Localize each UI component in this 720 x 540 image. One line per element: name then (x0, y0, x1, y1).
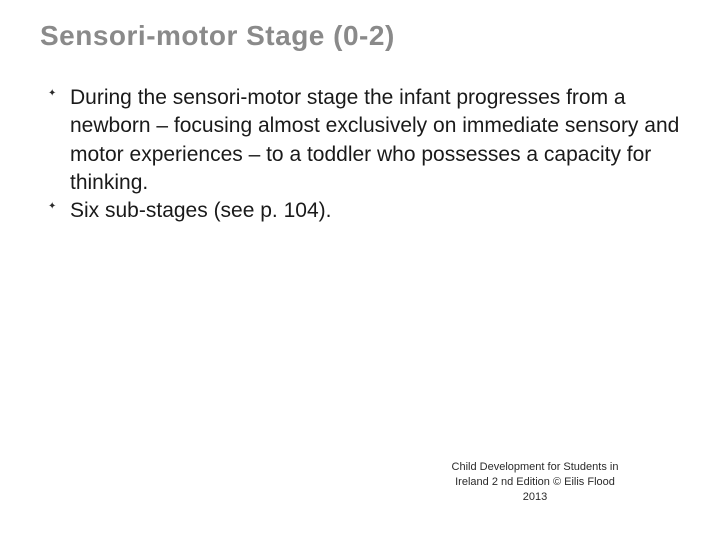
slide: Sensori-motor Stage (0-2) During the sen… (0, 0, 720, 540)
slide-title: Sensori-motor Stage (0-2) (40, 20, 680, 52)
bullet-list: During the sensori-motor stage the infan… (40, 84, 680, 226)
footer-citation: Child Development for Students in Irelan… (420, 460, 650, 505)
footer-line: 2013 (420, 490, 650, 505)
list-item: Six sub-stages (see p. 104). (48, 197, 680, 225)
footer-line: Child Development for Students in (420, 460, 650, 475)
footer-line: Ireland 2 nd Edition © Eilis Flood (420, 475, 650, 490)
list-item: During the sensori-motor stage the infan… (48, 84, 680, 197)
